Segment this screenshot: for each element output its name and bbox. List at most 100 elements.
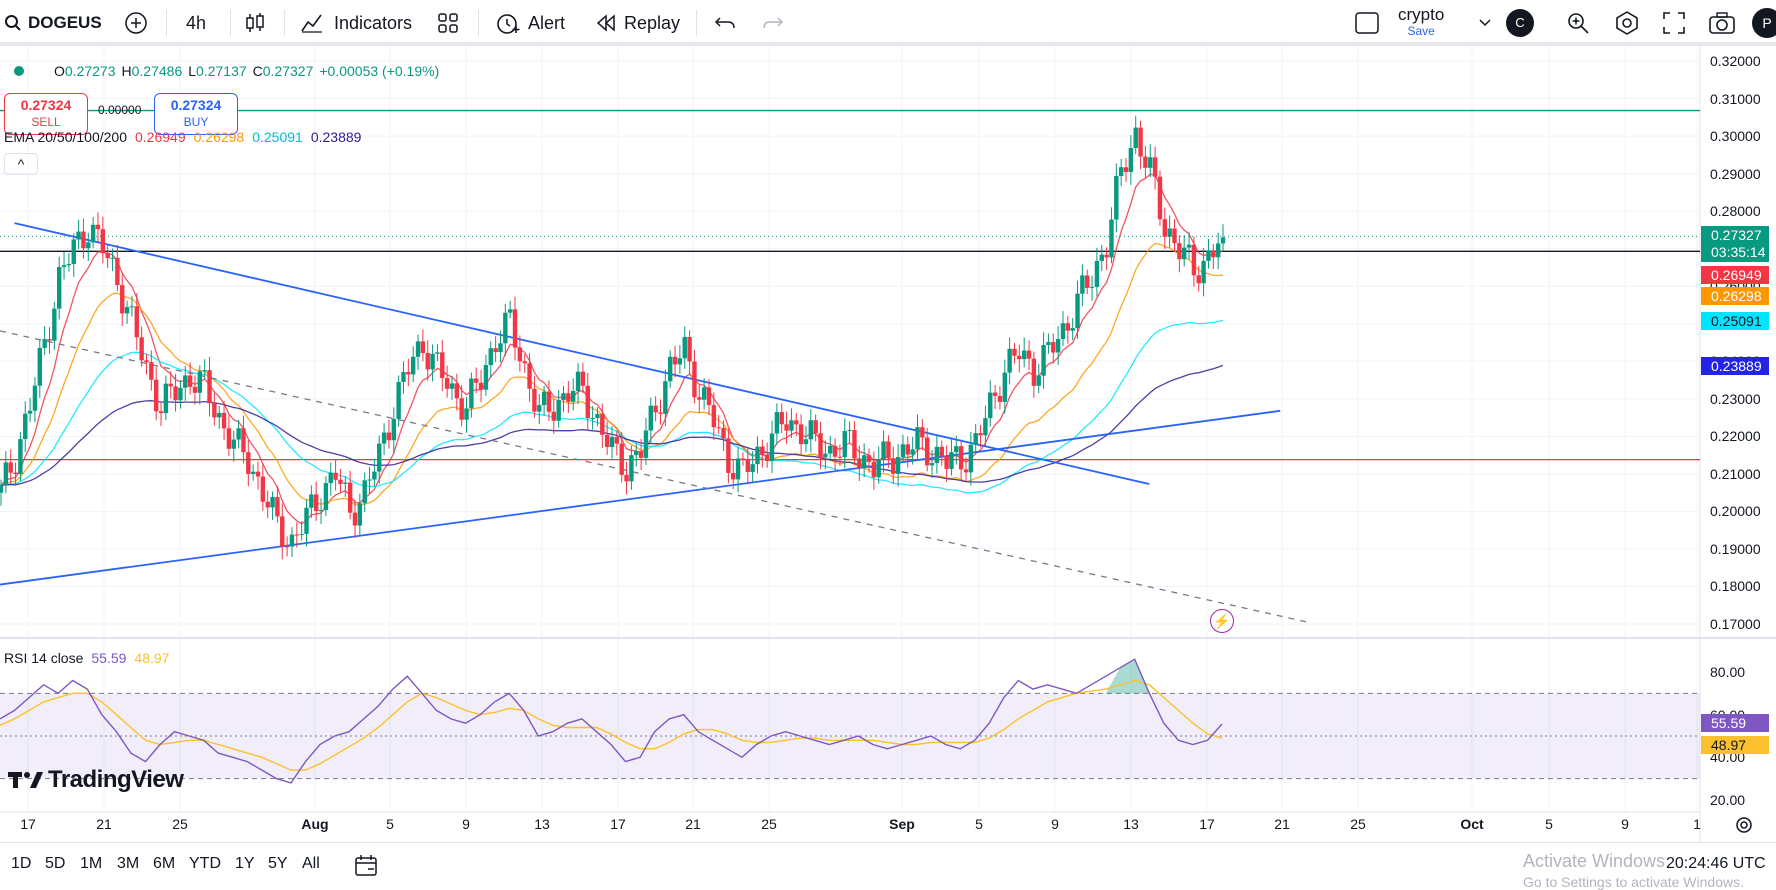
candle-body (1065, 323, 1071, 331)
fullscreen-button[interactable] (1662, 0, 1686, 46)
settings-button[interactable] (1614, 0, 1640, 46)
range-button-ytd[interactable]: YTD (189, 855, 221, 872)
range-button-6m[interactable]: 6M (153, 855, 176, 872)
sell-button[interactable]: 0.27324 SELL (4, 93, 88, 135)
rsi-legend[interactable]: RSI 14 close 55.59 48.97 (4, 650, 169, 666)
utc-clock[interactable]: 20:24:46 UTC (1666, 855, 1766, 872)
candle-body (1070, 328, 1075, 331)
compare-symbol-button[interactable] (124, 0, 148, 46)
templates-button[interactable] (438, 0, 458, 46)
candle-body (139, 337, 144, 361)
candle-body (81, 231, 86, 249)
candle-body (158, 411, 164, 414)
candle-body (401, 372, 406, 382)
layout-toggle-button[interactable] (1354, 0, 1380, 46)
ema200-tag: 0.23889 (1701, 357, 1769, 375)
account-switch-button[interactable]: C (1506, 0, 1534, 46)
candle-body (541, 391, 547, 406)
candle-body (343, 482, 348, 484)
candle-body (823, 453, 828, 458)
goto-date-button[interactable] (354, 853, 380, 884)
ema100-value: 0.25091 (252, 129, 303, 145)
candle-body (187, 375, 193, 387)
candle-body (517, 347, 523, 362)
time-tick-label: 1 (1693, 816, 1701, 832)
redo-button[interactable] (762, 0, 784, 46)
time-tick-label: 25 (761, 816, 777, 832)
profile-avatar: P (1752, 8, 1776, 38)
square-icon (1355, 12, 1379, 34)
range-button-5d[interactable]: 5D (45, 855, 66, 872)
chart-type-button[interactable] (244, 0, 266, 46)
search-sparkle-icon (1568, 13, 1589, 34)
collapse-legend-button[interactable]: ^ (4, 153, 38, 175)
candle-body (381, 432, 387, 444)
price-tick-label: 0.30000 (1710, 128, 1761, 145)
time-tick-label: 21 (1274, 816, 1290, 832)
candle-body (207, 370, 212, 404)
time-tick-label: 9 (1051, 816, 1059, 832)
candle-body (604, 434, 610, 448)
candle-body (1036, 375, 1041, 386)
range-button-1d[interactable]: 1D (11, 855, 32, 872)
candle-body (774, 412, 780, 434)
layout-save-button[interactable]: crypto Save (1398, 0, 1444, 46)
ema20-line (0, 173, 1224, 525)
ema-legend[interactable]: EMA 20/50/100/200 0.26949 0.26298 0.2509… (4, 129, 361, 145)
candle-body (110, 257, 115, 259)
candle-body (798, 424, 804, 445)
candle-body (362, 480, 367, 504)
buy-button[interactable]: 0.27324 BUY (154, 93, 238, 135)
candle-body (483, 365, 489, 390)
candle-body (435, 352, 440, 354)
high-value: 0.27486 (131, 63, 183, 79)
chart-canvas[interactable] (0, 46, 1776, 842)
range-button-5y[interactable]: 5Y (268, 855, 288, 872)
lightning-icon[interactable]: ⚡ (1210, 609, 1234, 633)
candle-body (852, 430, 857, 459)
symbol-search[interactable]: DOGEUSD (4, 0, 102, 46)
ema200-value: 0.23889 (310, 129, 362, 145)
range-button-1m[interactable]: 1M (80, 855, 103, 872)
layout-menu-button[interactable] (1478, 0, 1492, 46)
price-tick-label: 0.19000 (1710, 540, 1761, 557)
candle-body (415, 341, 421, 357)
candle-body (1138, 127, 1143, 157)
candle-body (275, 497, 280, 517)
ema-label: EMA 20/50/100/200 (4, 129, 127, 145)
chart-settings-button[interactable] (1734, 815, 1754, 840)
candle-body (861, 455, 867, 469)
brand-logo[interactable]: TradingView (8, 766, 184, 794)
candle-body (784, 424, 789, 431)
profile-button[interactable]: P (1752, 0, 1776, 46)
candle-body (66, 263, 72, 266)
range-button-all[interactable]: All (302, 855, 320, 872)
price-tick-label: 0.18000 (1710, 578, 1761, 595)
close-label: C (252, 63, 263, 79)
interval-label: 4h (186, 12, 207, 33)
range-button-1y[interactable]: 1Y (235, 855, 255, 872)
candle-body (1051, 342, 1056, 353)
rsi-ma-value: 48.97 (134, 650, 170, 666)
add-circle-icon (125, 12, 147, 34)
time-tick-label: 5 (975, 816, 983, 832)
candle-body (711, 405, 717, 428)
horizontal-levels (0, 109, 1700, 461)
candle-body (18, 439, 23, 475)
candle-body (464, 408, 469, 420)
time-tick-label: Aug (301, 816, 329, 832)
candle-body (881, 441, 886, 460)
close-value: 0.27327 (262, 63, 314, 79)
replay-button[interactable]: Replay (596, 0, 680, 46)
undo-button[interactable] (714, 0, 736, 46)
alert-button[interactable]: Alert (494, 0, 565, 46)
interval-button[interactable]: 4h (186, 0, 206, 46)
candle-body (357, 503, 363, 526)
candle-body (600, 413, 605, 435)
range-button-3m[interactable]: 3M (117, 855, 140, 872)
candle-body (71, 239, 76, 264)
candle-body (391, 418, 396, 441)
indicators-button[interactable]: Indicators (300, 0, 412, 46)
quick-search-button[interactable] (1566, 0, 1592, 46)
snapshot-button[interactable] (1708, 0, 1736, 46)
